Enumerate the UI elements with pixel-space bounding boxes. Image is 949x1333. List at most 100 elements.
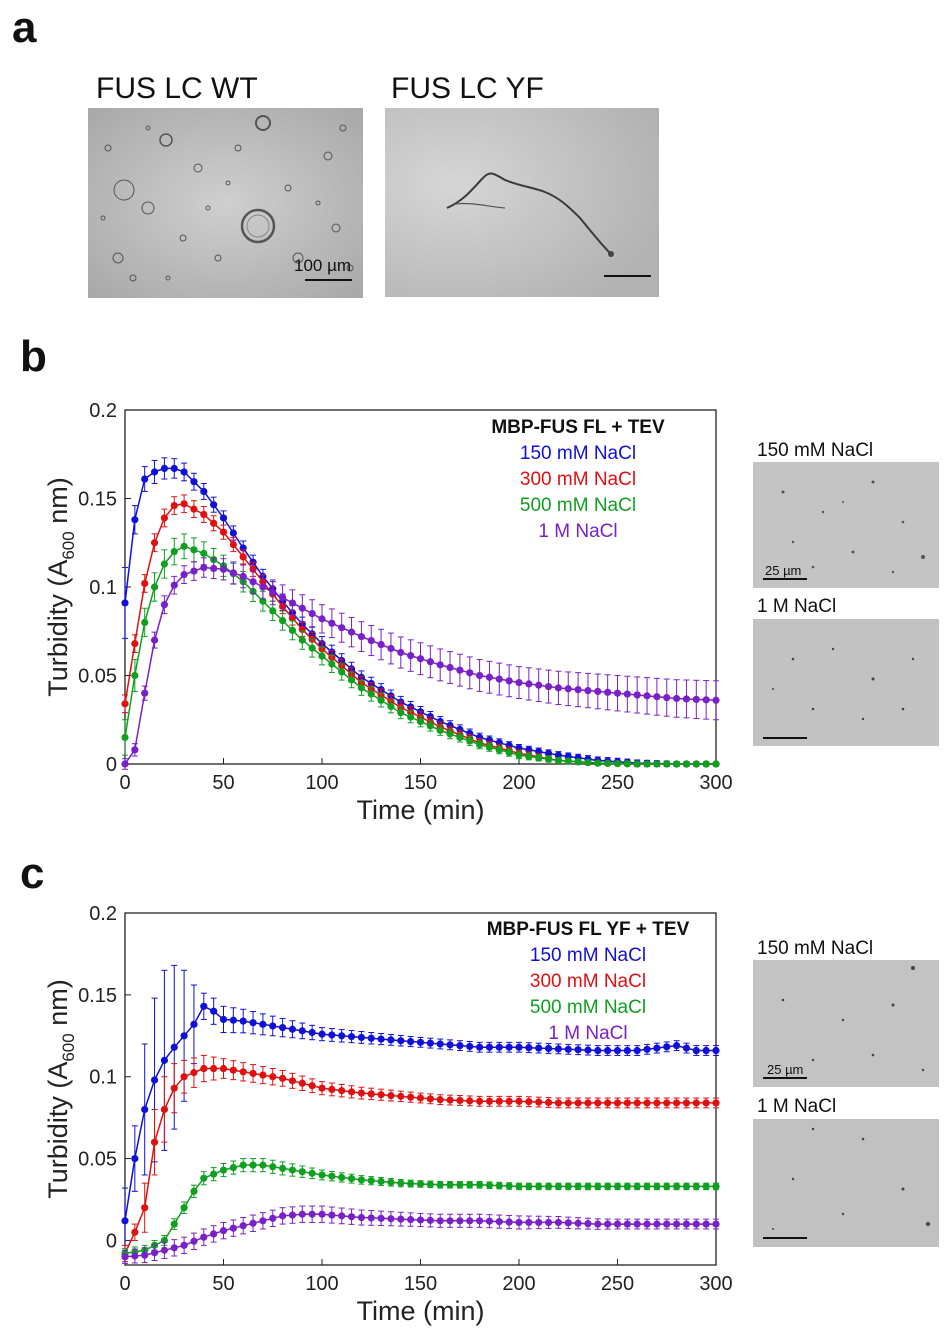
data-point [663, 1182, 671, 1191]
data-point [338, 1087, 346, 1095]
data-point [180, 1073, 188, 1081]
data-point [604, 759, 612, 767]
data-point [347, 1213, 356, 1221]
micrograph-b-1m-texture [772, 647, 915, 721]
data-point [170, 1043, 178, 1051]
data-point [180, 1204, 188, 1212]
data-point [544, 1044, 553, 1053]
data-point [653, 693, 661, 701]
data-point [426, 1095, 434, 1103]
data-point [269, 588, 277, 596]
legend-title: MBP-FUS FL + TEV [491, 417, 665, 438]
data-point [170, 501, 178, 510]
data-point [150, 583, 159, 591]
data-point [170, 581, 178, 589]
data-point [347, 1088, 356, 1096]
data-point [239, 1222, 247, 1230]
data-point [347, 628, 356, 636]
data-point [190, 1069, 198, 1077]
data-point [377, 1091, 385, 1099]
data-point [564, 1219, 572, 1227]
y-axis-label-sub: 600 [59, 531, 78, 559]
micrograph-c-1m-texture [772, 1127, 930, 1230]
series-1 [121, 1054, 720, 1263]
data-point [318, 1210, 326, 1218]
data-point [495, 675, 503, 683]
data-point [219, 1227, 228, 1235]
legend-entry: 150 mM NaCl [520, 443, 636, 464]
data-point [702, 760, 710, 768]
data-point [131, 671, 139, 680]
data-point [702, 1220, 710, 1228]
data-point [613, 689, 622, 697]
data-point [249, 565, 257, 573]
data-point [623, 1099, 631, 1107]
data-point [446, 663, 454, 672]
x-tick-label: 200 [502, 1273, 535, 1295]
data-point [259, 1071, 267, 1079]
data-point [633, 1099, 641, 1107]
data-point [387, 644, 395, 653]
micrograph-b-1m [753, 619, 939, 746]
data-point [121, 1253, 129, 1261]
data-point [466, 669, 474, 677]
data-point [544, 1218, 553, 1227]
data-point [436, 726, 444, 734]
data-point [574, 1099, 582, 1107]
data-point [180, 1241, 188, 1249]
data-point [663, 1220, 671, 1228]
data-point [357, 632, 365, 641]
data-point [180, 468, 188, 476]
x-tick-label: 250 [601, 772, 634, 794]
data-point [338, 1173, 346, 1182]
data-point [239, 1017, 247, 1025]
data-point [328, 1085, 336, 1094]
data-point [673, 1042, 681, 1050]
legend-entry: 150 mM NaCl [530, 945, 646, 966]
data-point [180, 1032, 188, 1040]
data-point [387, 1215, 395, 1223]
data-point [505, 1043, 513, 1051]
data-point [476, 1097, 484, 1105]
data-point [298, 1210, 306, 1218]
data-point [288, 1166, 297, 1174]
data-point [239, 1068, 247, 1076]
data-point [554, 751, 563, 759]
data-point [150, 539, 159, 547]
data-point [594, 1099, 602, 1107]
data-point [653, 1099, 661, 1107]
data-point [456, 1096, 464, 1105]
data-point [554, 1099, 563, 1107]
data-point [288, 626, 297, 634]
x-tick-label: 0 [119, 772, 130, 794]
y-tick-label: 0.05 [78, 666, 117, 688]
data-point [338, 1032, 346, 1040]
data-point [387, 1036, 395, 1044]
data-point [456, 1042, 464, 1050]
data-point [160, 601, 168, 609]
data-point [525, 1098, 533, 1106]
data-point [653, 1220, 661, 1228]
data-point [456, 725, 464, 734]
data-point [643, 1182, 651, 1191]
data-point [377, 696, 385, 704]
data-point [712, 1220, 720, 1228]
data-point [613, 1099, 622, 1107]
data-point [200, 510, 208, 519]
scale-bar-c-1m [763, 1237, 807, 1239]
data-point [387, 702, 395, 711]
data-point [673, 1220, 681, 1228]
x-tick-label: 0 [119, 1273, 130, 1295]
data-point [269, 1163, 277, 1171]
data-point [141, 618, 149, 626]
data-point [692, 1046, 700, 1055]
data-point [318, 652, 326, 660]
data-point [525, 680, 533, 688]
data-point [476, 740, 484, 749]
data-point [436, 1181, 444, 1189]
data-point [485, 1097, 494, 1105]
data-point [643, 1045, 651, 1053]
micrograph-c-150mm-texture [781, 966, 925, 1072]
data-point [515, 1043, 523, 1051]
data-point [692, 695, 700, 703]
